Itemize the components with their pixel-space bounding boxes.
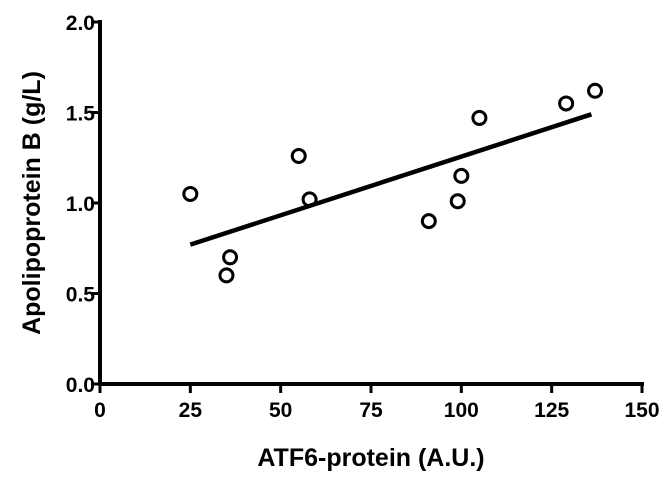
y-tick-label: 2.0 [66, 12, 95, 35]
axes [98, 20, 644, 386]
x-tick-label: 0 [94, 399, 106, 422]
data-point [218, 267, 235, 284]
data-point [471, 109, 488, 126]
x-tick-label: 125 [534, 399, 569, 422]
data-point [222, 249, 239, 266]
x-tick-label: 150 [624, 399, 659, 422]
x-tick-label: 75 [359, 399, 383, 422]
x-tick-label: 25 [179, 399, 203, 422]
data-point [587, 82, 604, 99]
data-point [449, 193, 466, 210]
data-point [182, 185, 199, 202]
data-point [453, 167, 470, 184]
x-axis-ticks: 0 25 50 75 100 125 150 [94, 384, 660, 422]
data-point [301, 191, 318, 208]
data-point [420, 213, 437, 230]
x-tick-label: 50 [269, 399, 292, 422]
y-tick-label: 0.5 [66, 284, 96, 307]
y-tick-label: 1.5 [66, 103, 96, 126]
x-axis-title: ATF6-protein (A.U.) [257, 444, 484, 472]
regression-line [189, 112, 593, 247]
x-tick-label: 100 [444, 399, 479, 422]
data-points [182, 82, 604, 284]
y-axis-title: Apolipoprotein B (g/L) [18, 71, 46, 335]
data-point [558, 95, 575, 112]
y-axis-ticks: 0.0 0.5 1.0 1.5 2.0 [66, 12, 100, 397]
y-tick-label: 0.0 [66, 374, 95, 397]
data-point [290, 147, 307, 164]
y-tick-label: 1.0 [66, 193, 95, 216]
